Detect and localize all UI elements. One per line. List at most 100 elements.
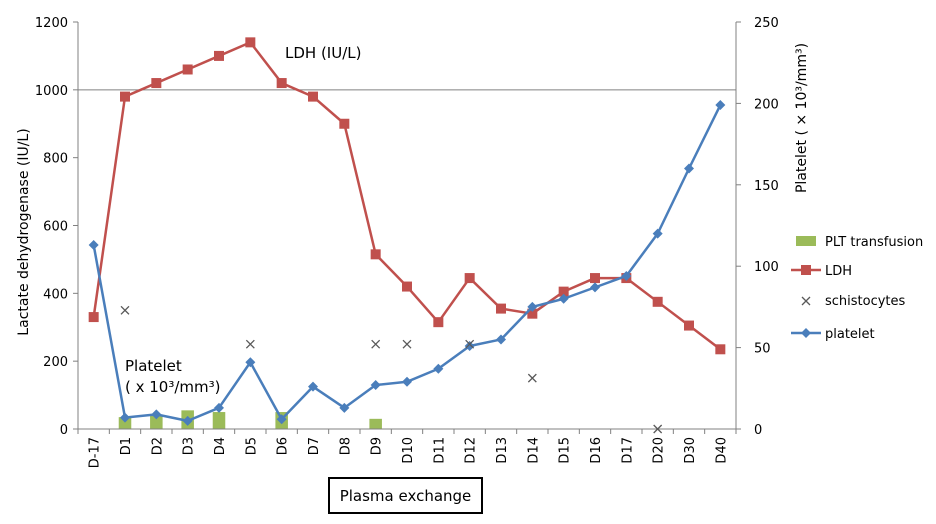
ldh-point: [151, 78, 162, 89]
plt-transfusion-bar: [212, 412, 226, 429]
legend-item-schistocytes: schistocytes: [801, 294, 906, 309]
ldh-point: [308, 91, 318, 102]
x-tick-label: D40: [714, 437, 729, 464]
platelet-series: [88, 100, 726, 426]
platelet-point: [88, 240, 99, 251]
ldh-point: [245, 37, 256, 48]
plasma-exchange-box: Plasma exchange: [328, 477, 483, 514]
schistocyte-marker: [120, 305, 130, 315]
left-tick-label: 200: [43, 355, 68, 370]
platelet-point: [339, 402, 350, 413]
platelet-point: [214, 402, 224, 413]
ldh-point: [590, 273, 600, 284]
platelet-point: [527, 301, 538, 312]
platelet-point: [496, 334, 506, 345]
platelet-point: [308, 381, 318, 392]
platelet-point: [276, 414, 287, 425]
right-axis-title: Platelet ( × 10³/mm³): [794, 43, 810, 193]
platelet-point: [370, 380, 381, 391]
ldh-point: [496, 303, 506, 314]
tick-labels: 0 200 400 600 800 1000 1200 0 50 100 150 200 250 D-17…: [35, 16, 779, 468]
schistocyte-marker: [245, 339, 255, 349]
x-tick-label: D12: [464, 437, 479, 464]
platelet-point: [464, 340, 475, 351]
ldh-point: [464, 273, 475, 284]
ldh-point: [684, 320, 694, 331]
legend-swatch-plt-transfusion: [796, 236, 816, 246]
legend-item-platelet: platelet: [791, 327, 875, 342]
platelet-point: [684, 163, 694, 174]
ldh-point: [527, 308, 538, 319]
platelet-annotation-line2: ( x 10³/mm³): [125, 378, 221, 396]
x-tick-label: D8: [338, 437, 353, 455]
ldh-line: [92, 41, 722, 351]
left-tick-label: 0: [60, 423, 68, 438]
ldh-point: [433, 317, 444, 328]
x-tick-label: D5: [244, 437, 259, 455]
x-tick-label: D10: [401, 437, 416, 464]
legend: PLT transfusion LDH schistocytes platele…: [791, 235, 923, 342]
x-tick-label: D15: [558, 437, 573, 464]
legend-marker-ldh: [801, 265, 811, 275]
platelet-point: [652, 228, 663, 239]
left-axis-title: Lactate dehydrogenase (IU/L): [16, 128, 32, 335]
left-tick-label: 400: [43, 287, 68, 302]
platelet-point: [245, 357, 256, 368]
schistocyte-marker: [371, 339, 381, 349]
right-tick-label: 100: [754, 260, 779, 275]
legend-label-plt-transfusion: PLT transfusion: [825, 235, 923, 250]
legend-item-plt-transfusion: PLT transfusion: [796, 235, 923, 250]
x-tick-label: D2: [150, 437, 165, 455]
platelet-point: [715, 100, 726, 111]
right-tick-label: 250: [754, 16, 779, 31]
platelet-point: [402, 376, 412, 387]
x-tick-label: D11: [432, 437, 447, 464]
x-tick-label: D9: [370, 437, 385, 455]
ldh-series: [88, 37, 726, 355]
x-tick-label: D4: [213, 437, 228, 455]
left-tick-label: 1200: [35, 16, 68, 31]
platelet-point: [120, 412, 130, 423]
left-tick-label: 1000: [35, 84, 68, 99]
platelet-line: [92, 104, 722, 423]
platelet-point: [558, 293, 569, 304]
x-tick-label: D13: [495, 437, 510, 464]
x-tick-label: D3: [182, 437, 197, 455]
x-tick-label: D-17: [88, 437, 103, 468]
x-tick-label: D6: [276, 437, 291, 455]
plt-transfusion-bar: [150, 415, 163, 429]
ldh-annotation: LDH (IU/L): [285, 44, 361, 62]
x-tick-label: D1: [119, 437, 134, 455]
x-tick-label: D16: [589, 437, 604, 464]
x-tick-label: D20: [652, 437, 667, 464]
schistocyte-marker: [653, 424, 663, 434]
legend-marker-schistocytes: [801, 296, 811, 306]
ldh-point: [88, 312, 99, 323]
left-tick-label: 800: [43, 152, 68, 167]
platelet-point: [151, 409, 162, 420]
ldh-point: [182, 64, 193, 75]
legend-label-ldh: LDH: [825, 264, 852, 279]
x-tick-label: D7: [307, 437, 322, 455]
plasma-exchange-label: Plasma exchange: [339, 486, 472, 505]
platelet-point: [621, 270, 632, 281]
x-tick-label: D14: [526, 437, 541, 464]
platelet-point: [590, 282, 600, 293]
platelet-annotation-line1: Platelet: [125, 357, 182, 375]
schistocytes-series: [120, 305, 663, 434]
right-tick-label: 200: [754, 97, 779, 112]
left-tick-label: 600: [43, 220, 68, 235]
x-tick-label: D30: [683, 437, 698, 464]
legend-marker-platelet: [801, 328, 811, 338]
plt-transfusion-bar: [369, 418, 382, 429]
x-tick-label: D17: [620, 437, 635, 464]
ldh-point: [370, 249, 381, 260]
ldh-point: [214, 50, 224, 61]
axes: [73, 21, 741, 434]
ldh-point: [715, 344, 726, 355]
right-tick-label: 50: [754, 342, 771, 357]
legend-label-schistocytes: schistocytes: [825, 294, 906, 309]
ldh-point: [558, 286, 569, 297]
right-tick-label: 0: [754, 423, 762, 438]
